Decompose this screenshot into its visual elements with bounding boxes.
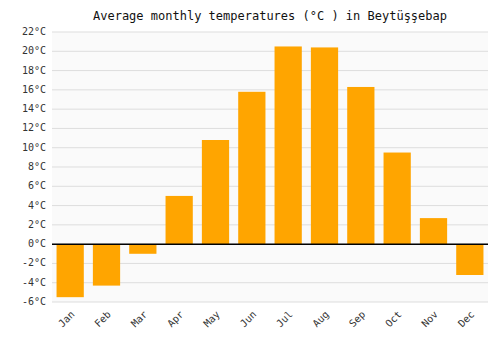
x-tick-label: Dec bbox=[456, 309, 477, 330]
y-tick-label: 12°C bbox=[22, 122, 46, 133]
y-axis: -6°C -4°C -2°C 0°C 2°C 4°C 6°C 8°C 10°C 12°C 14°C 1… bbox=[22, 26, 46, 307]
y-tick-label: 16°C bbox=[22, 84, 46, 95]
chart-svg: -6°C -4°C -2°C 0°C 2°C 4°C 6°C 8°C 10°C 12°C 14°C 1… bbox=[0, 0, 500, 350]
bar bbox=[57, 244, 84, 297]
y-tick-label: 2°C bbox=[28, 219, 46, 230]
y-tick-label: 22°C bbox=[22, 26, 46, 37]
x-tick-label: Jul bbox=[274, 309, 295, 330]
y-tick-label: -2°C bbox=[22, 257, 46, 268]
y-tick-label: 8°C bbox=[28, 161, 46, 172]
y-tick-label: 20°C bbox=[22, 45, 46, 56]
grid-line bbox=[52, 302, 488, 303]
y-tick-label: -6°C bbox=[22, 296, 46, 307]
bar bbox=[93, 244, 120, 285]
grid-line bbox=[52, 186, 488, 187]
title: Average monthly temperatures (°C ) in Be… bbox=[93, 9, 447, 23]
x-tick-label: Mar bbox=[129, 309, 150, 330]
x-axis: Jan Feb Mar Apr May Jun Jul Aug Sep Oct Nov Dec bbox=[56, 309, 476, 330]
grid-line bbox=[52, 147, 488, 148]
bar bbox=[311, 47, 338, 244]
bar bbox=[275, 46, 302, 244]
grid-line bbox=[52, 109, 488, 110]
grid-line bbox=[52, 70, 488, 71]
plot-background bbox=[52, 32, 488, 302]
grid-line bbox=[52, 167, 488, 168]
x-tick-label: Jan bbox=[56, 309, 77, 330]
x-tick-label: Nov bbox=[419, 309, 440, 330]
y-tick-label: 10°C bbox=[22, 142, 46, 153]
y-tick-label: 18°C bbox=[22, 65, 46, 76]
x-tick-label: Apr bbox=[165, 309, 186, 330]
bar bbox=[166, 196, 193, 244]
bar bbox=[384, 153, 411, 245]
bar bbox=[202, 140, 229, 244]
bar bbox=[238, 92, 265, 244]
x-tick-label: May bbox=[201, 309, 222, 330]
bar bbox=[420, 218, 447, 244]
y-tick-label: 6°C bbox=[28, 180, 46, 191]
x-tick-label: Feb bbox=[92, 309, 113, 330]
y-tick-label: -4°C bbox=[22, 277, 46, 288]
grid bbox=[52, 32, 488, 302]
bars bbox=[57, 46, 484, 297]
grid-line bbox=[52, 244, 488, 245]
grid-line bbox=[52, 128, 488, 129]
y-tick-label: 0°C bbox=[28, 238, 46, 249]
grid-line bbox=[52, 205, 488, 206]
bar bbox=[129, 244, 156, 254]
x-tick-label: Oct bbox=[383, 309, 404, 330]
zero-line bbox=[52, 243, 488, 245]
x-tick-label: Sep bbox=[347, 309, 368, 330]
y-tick-label: 4°C bbox=[28, 200, 46, 211]
bar bbox=[347, 87, 374, 244]
x-tick-label: Jun bbox=[238, 309, 259, 330]
grid-line bbox=[52, 32, 488, 33]
bar bbox=[456, 244, 483, 275]
chart-container: -6°C -4°C -2°C 0°C 2°C 4°C 6°C 8°C 10°C 12°C 14°C 1… bbox=[0, 0, 500, 350]
y-tick-label: 14°C bbox=[22, 103, 46, 114]
grid-line bbox=[52, 51, 488, 52]
grid-line bbox=[52, 89, 488, 90]
x-tick-label: Aug bbox=[310, 309, 331, 330]
